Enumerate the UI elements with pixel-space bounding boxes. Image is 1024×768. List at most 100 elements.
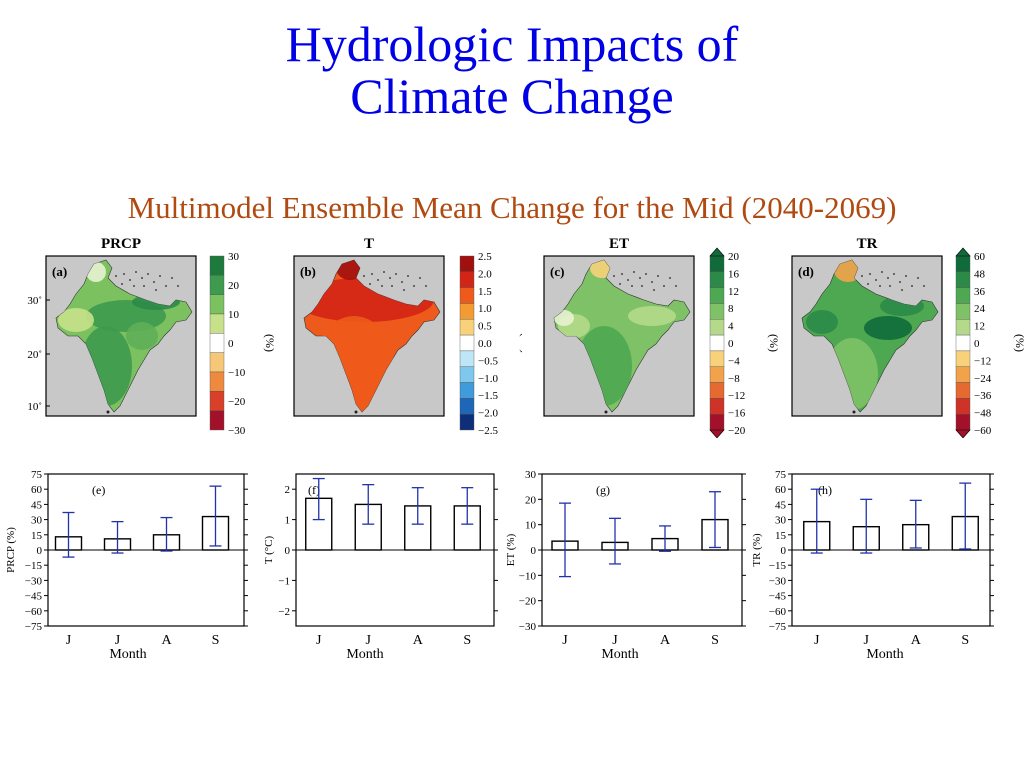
- terrain-dot: [123, 273, 125, 275]
- colorbar-tick-label: 8: [728, 303, 734, 315]
- colorbar-arrow-top: [955, 247, 971, 257]
- colorbar-unit: (°C): [519, 333, 522, 354]
- terrain-dot: [155, 289, 157, 291]
- colorbar-tick-label: −1.0: [478, 373, 498, 385]
- y-tick-label: −45: [769, 591, 787, 603]
- y-tick-label: −60: [769, 606, 787, 618]
- terrain-dot: [395, 273, 397, 275]
- map-region: [55, 259, 193, 414]
- map-title: ET: [609, 236, 629, 252]
- colorbar-tick-label: 12: [728, 286, 739, 298]
- colorbar-tick-label: −36: [974, 390, 992, 402]
- terrain-dot: [177, 285, 179, 287]
- map-panel-et: ET (c) 20 16 12 8 4 0 −4 −8 −12 −16 −20 (%): [543, 236, 781, 438]
- colorbar-tick-label: 48: [974, 268, 986, 280]
- panel-label: (h): [818, 483, 832, 497]
- terrain-dot: [115, 275, 117, 277]
- terrain-dot: [129, 279, 131, 281]
- y-tick-label: −20: [519, 596, 537, 608]
- y-tick-label: −15: [769, 560, 787, 572]
- y-tick-label: −15: [25, 560, 43, 572]
- y-tick-label: −10: [519, 570, 537, 582]
- colorbar-segment: [955, 413, 971, 431]
- y-axis-label: PRCP (%): [5, 527, 17, 573]
- map-panel-prcp: PRCP (a) 30˚ 20˚ 10˚ 30 20 10 0 −10 −20 −30 (%): [27, 236, 277, 437]
- colorbar-segment: [459, 334, 475, 352]
- colorbar-arrow-top: [709, 247, 725, 257]
- y-tick-label: −45: [25, 591, 43, 603]
- terrain-dot: [887, 277, 889, 279]
- y-tick-label: 20: [525, 494, 537, 506]
- colorbar-tick-label: −24: [974, 373, 992, 385]
- terrain-dot: [669, 277, 671, 279]
- x-axis-label: Month: [601, 647, 638, 662]
- colorbar-segment: [955, 303, 971, 320]
- terrain-dot: [401, 281, 403, 283]
- terrain-dot: [889, 285, 891, 287]
- colorbar-segment: [459, 366, 475, 383]
- y-tick-label: −1: [278, 575, 290, 587]
- colorbar-tick-label: 36: [974, 286, 986, 298]
- colorbar-segment: [209, 333, 225, 353]
- terrain-dot: [867, 283, 869, 285]
- y-tick-label: 0: [37, 545, 43, 557]
- terrain-dot: [407, 275, 409, 277]
- colorbar-segment: [459, 255, 475, 273]
- colorbar-segment: [209, 352, 225, 373]
- y-tick-label: 30: [775, 515, 787, 527]
- colorbar-tick-label: 0.0: [478, 338, 492, 350]
- terrain-dot: [143, 285, 145, 287]
- colorbar-tick-label: −2.5: [478, 425, 498, 437]
- colorbar-segment: [955, 398, 971, 415]
- colorbar-segment: [459, 398, 475, 415]
- colorbar-tick-label: 2.5: [478, 251, 492, 263]
- x-tick-label: J: [366, 633, 372, 648]
- x-tick-label: A: [660, 633, 671, 648]
- title-line-2: Climate Change: [350, 68, 674, 124]
- slide-subtitle: Multimodel Ensemble Mean Change for the …: [127, 190, 897, 225]
- terrain-dot: [675, 285, 677, 287]
- map-title: PRCP: [101, 236, 141, 252]
- colorbar-segment: [955, 319, 971, 336]
- bar-chart-tr: 75 60 45 30 15 0 −15 −30 −45 −60 −75 (h) J J A S Month TR…: [751, 469, 994, 662]
- map-shading: [58, 262, 180, 406]
- colorbar-segment: [955, 334, 971, 352]
- colorbar-segment: [459, 350, 475, 367]
- colorbar-segment: [709, 350, 725, 367]
- colorbar-segment: [709, 413, 725, 431]
- colorbar-unit: (%): [263, 334, 277, 352]
- y-tick-label: 15: [775, 530, 787, 542]
- terrain-dot: [881, 271, 883, 273]
- colorbar-tick-label: −60: [974, 425, 992, 437]
- colorbar-segment: [709, 398, 725, 415]
- colorbar-segment: [955, 382, 971, 399]
- y-tick-label: 0: [781, 545, 787, 557]
- colorbar-unit: (%): [767, 334, 781, 352]
- map-shade-patch: [864, 316, 912, 340]
- colorbar-tick-label: −8: [728, 373, 740, 385]
- terrain-dot: [171, 277, 173, 279]
- slide-title: Hydrologic Impacts of Climate Change: [0, 18, 1024, 122]
- x-tick-label: J: [316, 633, 322, 648]
- island-dot: [354, 410, 358, 414]
- colorbar-segment: [459, 271, 475, 288]
- y-tick-label: 45: [775, 499, 787, 511]
- colorbar-tick-label: 2.0: [478, 268, 492, 280]
- terrain-dot: [613, 275, 615, 277]
- y-tick-label: 1: [285, 515, 291, 527]
- colorbar-tick-label: 10: [228, 309, 240, 321]
- terrain-dot: [383, 271, 385, 273]
- y-tick-label: 30: [31, 515, 43, 527]
- terrain-dot: [133, 285, 135, 287]
- terrain-dot: [631, 285, 633, 287]
- y-tick-label: 30: [525, 469, 537, 481]
- panel-label: (a): [52, 264, 67, 279]
- x-tick-label: J: [66, 633, 72, 648]
- colorbar-unit: (%): [1013, 334, 1024, 352]
- lat-tick-label: 10˚: [27, 401, 42, 413]
- colorbar-tick-label: −12: [728, 390, 745, 402]
- panel-label: (g): [596, 483, 610, 497]
- bar-chart-et: 30 20 10 0 −10 −20 −30 (g) J J A S Month ET (%): [505, 469, 746, 662]
- colorbar-tick-label: 60: [974, 251, 986, 263]
- terrain-dot: [391, 285, 393, 287]
